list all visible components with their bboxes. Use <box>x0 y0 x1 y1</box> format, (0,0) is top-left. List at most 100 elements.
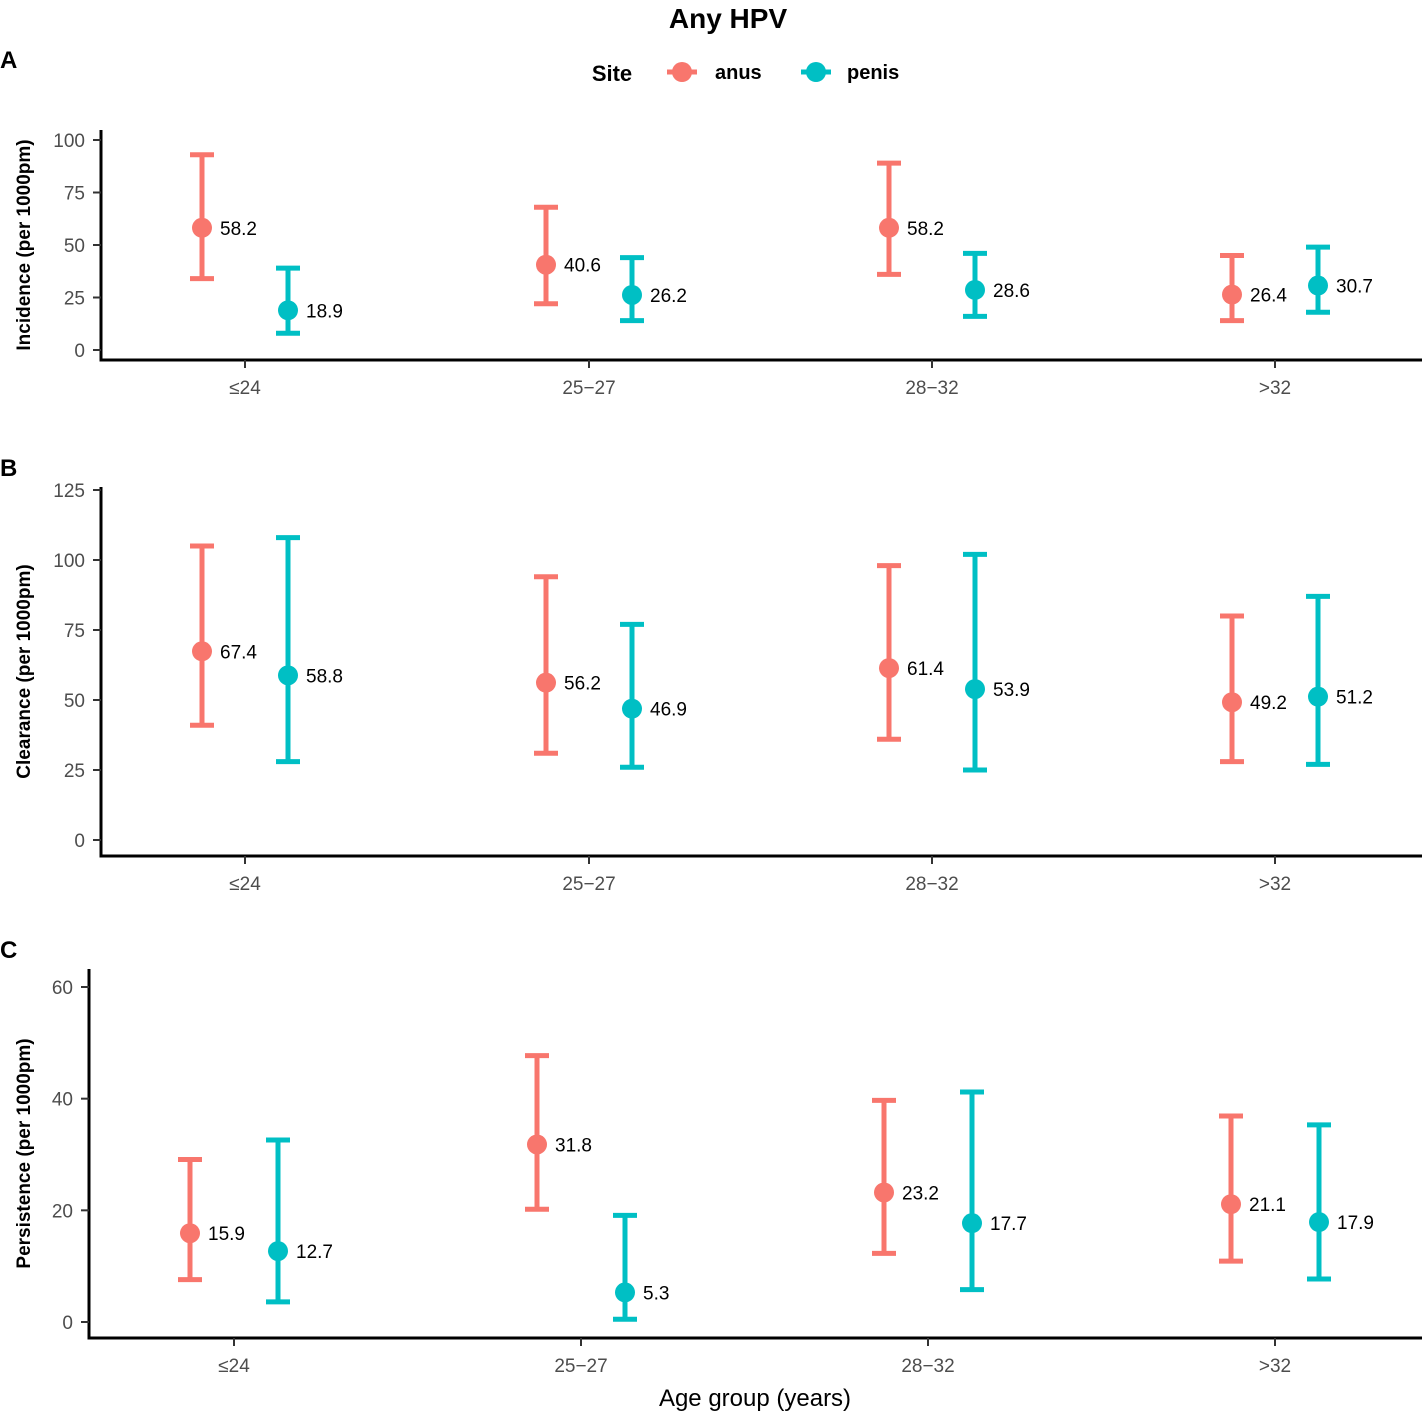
data-label: 40.6 <box>564 256 601 277</box>
data-label: 31.8 <box>555 1135 592 1156</box>
data-label: 26.4 <box>1250 286 1287 307</box>
x-tick-label: ≤24 <box>229 378 261 399</box>
data-label: 51.2 <box>1336 688 1373 709</box>
panel-letter: B <box>0 455 17 482</box>
x-tick-label: 28−32 <box>905 874 958 895</box>
errorbar-penis: 28.6 <box>963 250 1030 319</box>
point-penis <box>965 679 985 700</box>
point-anus <box>879 217 899 238</box>
x-tick-label: >32 <box>1259 874 1291 895</box>
point-penis <box>278 665 298 686</box>
y-tick-label: 50 <box>64 236 85 257</box>
axis-lines <box>87 969 1422 1340</box>
data-label: 28.6 <box>993 281 1030 302</box>
data-label: 67.4 <box>220 642 257 663</box>
data-label: 49.2 <box>1250 693 1287 714</box>
errorbar-penis: 12.7 <box>266 1137 333 1305</box>
panel-letter: A <box>0 47 17 74</box>
data-label: 23.2 <box>902 1183 939 1204</box>
errorbar-penis: 18.9 <box>276 265 343 336</box>
legend-item-anus: anus <box>667 62 762 84</box>
point-anus <box>1222 692 1242 713</box>
y-tick-label: 20 <box>52 1201 73 1222</box>
errorbar-anus: 31.8 <box>525 1053 592 1212</box>
point-penis <box>615 1282 635 1303</box>
y-tick-label: 0 <box>62 1313 73 1334</box>
x-tick-label: ≤24 <box>218 1356 250 1377</box>
y-tick-label: 100 <box>53 551 85 572</box>
point-anus <box>180 1223 200 1244</box>
panel-a: A 0 25 50 75 100 ≤24 25−27 28−32 >32 Incidence (pe… <box>0 47 1422 399</box>
x-tick-label: 25−27 <box>562 378 615 399</box>
data-label: 5.3 <box>643 1283 669 1304</box>
point-anus <box>536 672 556 693</box>
y-tick-label: 75 <box>64 621 85 642</box>
errorbar-anus: 15.9 <box>178 1157 245 1283</box>
errorbar-penis: 46.9 <box>620 621 687 770</box>
errorbar-penis: 5.3 <box>613 1212 669 1322</box>
y-tick-label: 75 <box>64 184 85 205</box>
data-label: 46.9 <box>650 700 687 721</box>
errorbar-penis: 53.9 <box>963 551 1030 773</box>
y-axis-label: Incidence (per 1000pm) <box>14 139 35 350</box>
x-tick-label: 28−32 <box>901 1356 954 1377</box>
x-tick-label: ≤24 <box>229 874 261 895</box>
data-label: 12.7 <box>296 1242 333 1263</box>
data-label: 58.2 <box>907 219 944 240</box>
legend: Site anus penis <box>592 61 899 86</box>
data-label: 18.9 <box>306 301 343 322</box>
errorbar-anus: 21.1 <box>1219 1113 1286 1264</box>
errorbar-anus: 23.2 <box>872 1097 939 1256</box>
point-anus <box>874 1182 894 1203</box>
y-tick-label: 125 <box>53 481 85 502</box>
y-tick-label: 25 <box>64 289 85 310</box>
errorbar-penis: 51.2 <box>1306 593 1373 767</box>
legend-label-anus: anus <box>715 62 762 84</box>
point-anus <box>1222 284 1242 305</box>
y-tick-label: 0 <box>74 831 85 852</box>
panel-letter: C <box>0 937 17 964</box>
y-tick-label: 0 <box>74 341 85 362</box>
y-tick-label: 25 <box>64 761 85 782</box>
errorbar-anus: 56.2 <box>534 574 601 756</box>
x-tick-label: 25−27 <box>562 874 615 895</box>
point-anus <box>536 254 556 275</box>
point-penis <box>278 300 298 321</box>
x-tick-label: >32 <box>1259 1356 1291 1377</box>
legend-label-penis: penis <box>847 62 899 84</box>
data-label: 53.9 <box>993 680 1030 701</box>
data-label: 58.8 <box>306 666 343 687</box>
legend-key-point-penis <box>806 62 826 82</box>
x-tick-label: 25−27 <box>554 1356 607 1377</box>
point-penis <box>962 1213 982 1234</box>
errorbar-anus: 61.4 <box>877 563 944 742</box>
x-axis-label: Age group (years) <box>659 1385 851 1412</box>
y-axis-label: Clearance (per 1000pm) <box>14 564 35 778</box>
legend-item-penis: penis <box>801 62 899 84</box>
data-label: 17.9 <box>1337 1213 1374 1234</box>
point-penis <box>1309 1212 1329 1233</box>
y-axis-label: Persistence (per 1000pm) <box>14 1038 35 1268</box>
point-penis <box>622 698 642 719</box>
point-anus <box>1221 1194 1241 1215</box>
errorbar-penis: 17.7 <box>960 1089 1027 1293</box>
errorbar-penis: 30.7 <box>1306 244 1373 315</box>
errorbar-anus: 40.6 <box>534 204 601 307</box>
data-label: 26.2 <box>650 286 687 307</box>
panel-b: B 0 25 50 75 100 125 ≤24 25−27 28−32 >32 Clearance … <box>0 455 1422 895</box>
axis-lines <box>99 130 1422 362</box>
data-label: 21.1 <box>1249 1195 1286 1216</box>
errorbar-penis: 26.2 <box>620 255 687 324</box>
point-penis <box>268 1241 288 1262</box>
y-tick-label: 50 <box>64 691 85 712</box>
point-penis <box>1308 686 1328 707</box>
data-label: 58.2 <box>220 219 257 240</box>
errorbar-anus: 58.2 <box>877 160 944 277</box>
errorbar-anus: 58.2 <box>190 152 257 282</box>
point-anus <box>527 1134 547 1155</box>
point-anus <box>879 658 899 679</box>
point-penis <box>622 284 642 305</box>
errorbar-penis: 17.9 <box>1307 1122 1374 1282</box>
errorbar-anus: 67.4 <box>190 543 257 728</box>
